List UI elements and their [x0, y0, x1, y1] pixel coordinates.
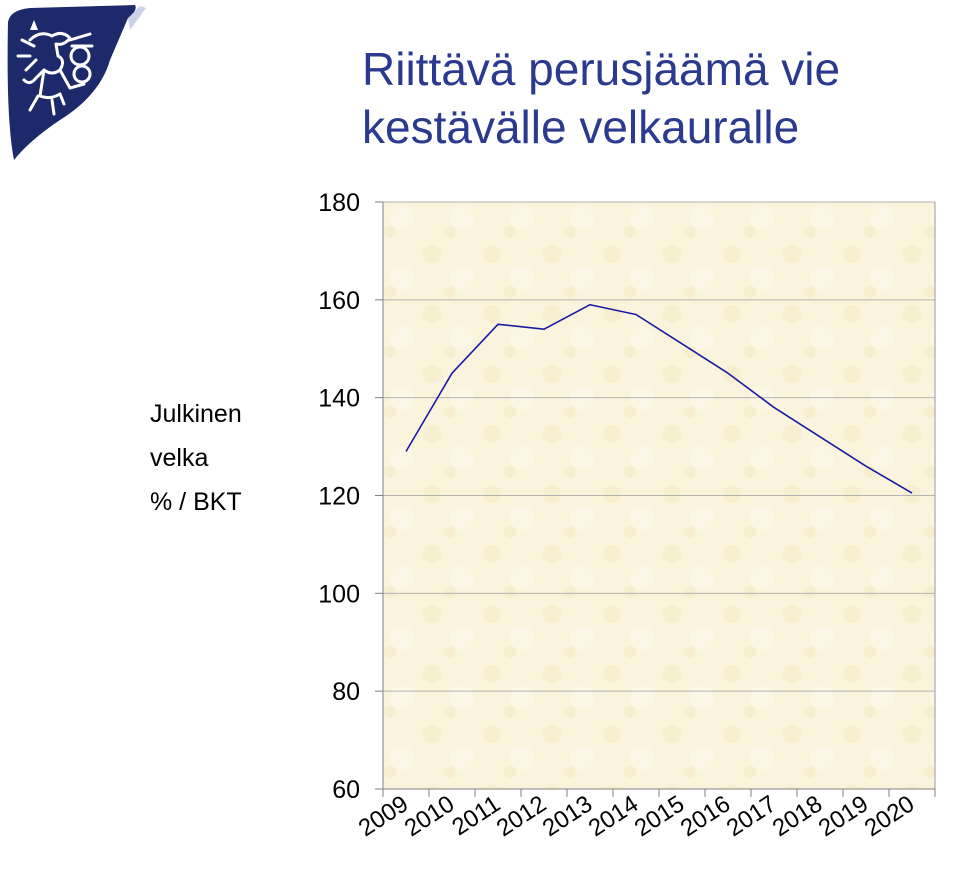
y-tick-label: 160 — [318, 287, 360, 315]
y-tick-label: 120 — [318, 483, 360, 511]
page-title: Riittävä perusjäämä vie kestävälle velka… — [362, 40, 840, 156]
finnish-lion-emblem-icon — [7, 5, 146, 160]
title-line-1: Riittävä perusjäämä vie — [362, 43, 841, 95]
y-tick-label: 60 — [332, 776, 360, 804]
y-axis-label-line-1: Julkinen — [150, 400, 242, 428]
series-line — [405, 303, 913, 494]
y-tick-label: 80 — [332, 678, 360, 706]
y-tick-label: 140 — [318, 385, 360, 413]
y-axis-label-line-3: % / BKT — [150, 488, 242, 516]
y-tick-label: 100 — [318, 580, 360, 608]
title-line-2: kestävälle velkauralle — [362, 101, 800, 153]
x-tick-label: 2020 — [860, 790, 919, 842]
y-axis-label: Julkinen velka % / BKT — [150, 392, 242, 524]
y-axis-label-line-2: velka — [150, 444, 209, 472]
y-tick-label: 180 — [318, 189, 360, 217]
